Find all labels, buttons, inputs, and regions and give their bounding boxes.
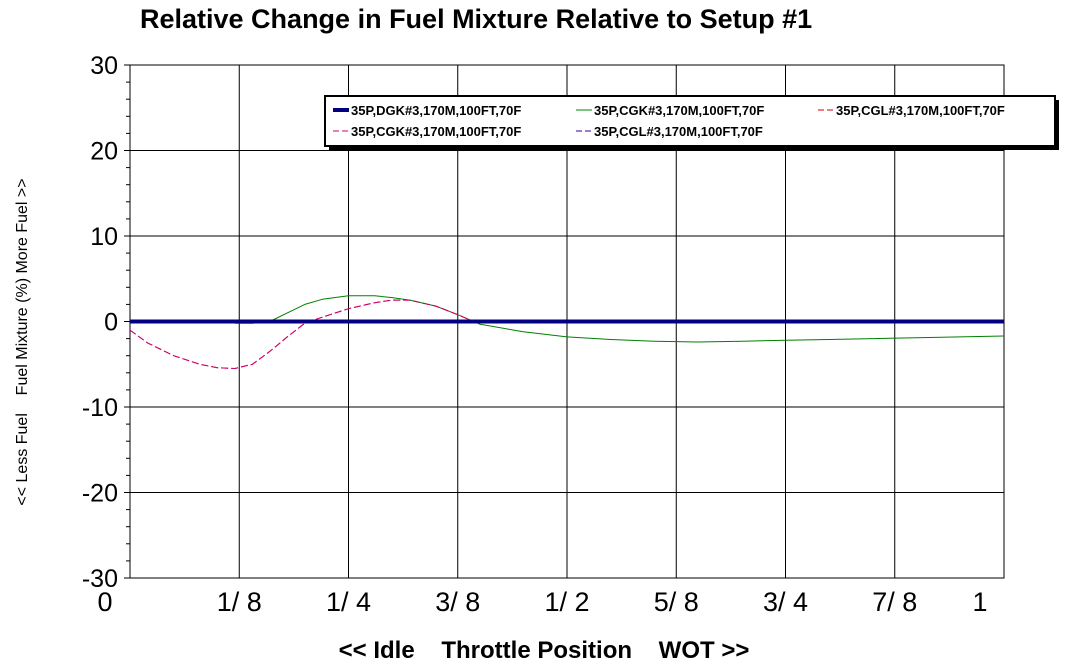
y-tick-label: 20	[90, 138, 118, 166]
y-tick-label: 10	[90, 223, 118, 251]
legend-label-3: 35P,CGL#3,170M,100FT,70F	[836, 103, 1005, 118]
legend-label-1: 35P,DGK#3,170M,100FT,70F	[351, 103, 521, 118]
y-tick-label: -10	[82, 394, 118, 422]
x-tick-label: 7/ 8	[872, 587, 917, 617]
legend: 35P,DGK#3,170M,100FT,70F 35P,CGK#3,170M,1…	[324, 95, 1059, 150]
x-axis-label: << Idle Throttle Position WOT >>	[339, 637, 750, 664]
y-tick-label: -20	[82, 480, 118, 508]
series-line-4	[129, 299, 480, 369]
x-tick-label: 1/ 2	[544, 587, 589, 617]
x-tick-label: 3/ 8	[435, 587, 480, 617]
x-axis: 0 1/ 8 1/ 4 3/ 8 1/ 2 5/ 8 3/ 4 7/ 8 1	[97, 587, 987, 617]
chart-title: Relative Change in Fuel Mixture Relative…	[140, 4, 812, 34]
y-tick-label: 0	[104, 309, 118, 337]
x-tick-label: 1/ 8	[217, 587, 262, 617]
y-axis: 30 20 10 0 -10 -20 -30	[82, 52, 130, 593]
legend-label-2: 35P,CGK#3,170M,100FT,70F	[594, 103, 764, 118]
legend-label-4: 35P,CGK#3,170M,100FT,70F	[351, 124, 521, 139]
legend-box	[324, 95, 1056, 147]
y-tick-label: 30	[90, 52, 118, 80]
series-line-2	[234, 295, 1005, 343]
series-line-3	[129, 299, 480, 369]
y-tick-label: -30	[82, 565, 118, 593]
x-tick-label: 0	[97, 587, 112, 617]
x-tick-label: 3/ 4	[763, 587, 808, 617]
x-tick-label: 1/ 4	[326, 587, 371, 617]
x-tick-label: 1	[972, 587, 987, 617]
legend-label-5: 35P,CGL#3,170M,100FT,70F	[594, 124, 763, 139]
series-group	[129, 295, 1005, 369]
y-axis-label: << Less Fuel Fuel Mixture (%) More Fuel …	[14, 178, 31, 505]
x-tick-label: 5/ 8	[654, 587, 699, 617]
